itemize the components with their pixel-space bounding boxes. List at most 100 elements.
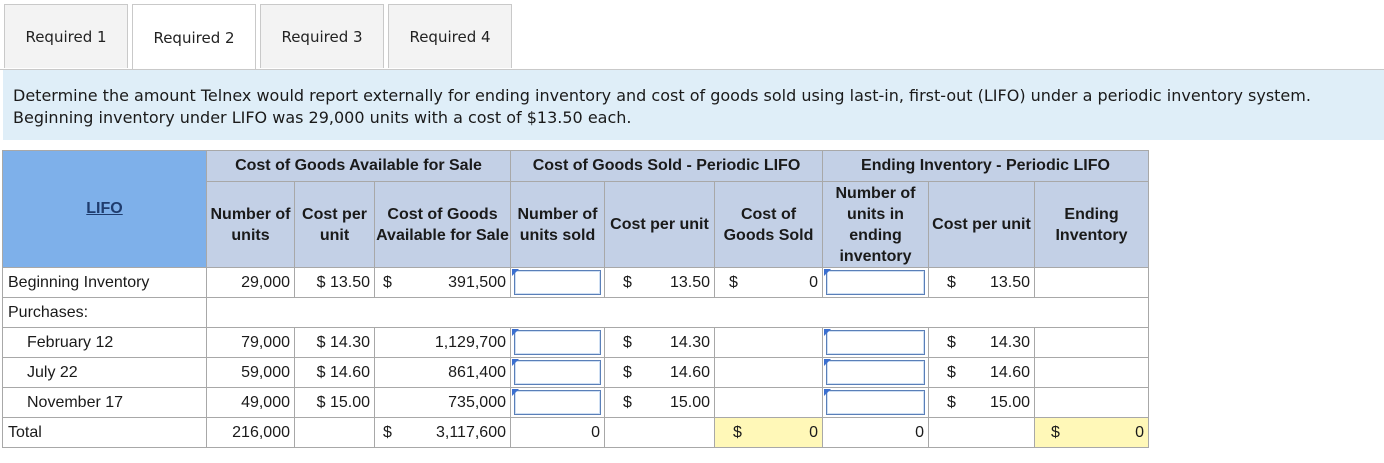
- currency-symbol: $: [947, 393, 956, 411]
- lifo-header: LIFO: [2, 150, 207, 268]
- tab-label: Required 2: [153, 28, 235, 47]
- cost-available-cell: 1,129,700: [374, 327, 511, 358]
- ending-inventory-cell: [1034, 267, 1149, 298]
- cogs-cost-per-unit-value: 14.30: [669, 333, 710, 351]
- col-header-cost-goods-sold: Cost of Goods Sold: [714, 181, 823, 268]
- tab-label: Required 4: [409, 27, 491, 46]
- cost-available-cell: 735,000: [374, 387, 511, 418]
- currency-symbol: $: [947, 273, 956, 291]
- cogs-cost-per-unit-cell: $14.30: [604, 327, 715, 358]
- ei-cost-per-unit-cell: $14.30: [928, 327, 1035, 358]
- cogs-cost-per-unit-cell: $14.60: [604, 357, 715, 388]
- cogs-cost-per-unit-value: 13.50: [669, 273, 710, 291]
- cost-goods-sold-cell: [714, 357, 823, 388]
- units-sold-input[interactable]: [510, 387, 605, 418]
- cost-goods-sold-cell: $0: [714, 267, 823, 298]
- cost-goods-sold-value: 0: [809, 273, 818, 291]
- table-row: Purchases:: [2, 297, 1149, 328]
- ending-inventory-cell: [1034, 357, 1149, 388]
- tab-required-2[interactable]: Required 2: [132, 4, 256, 70]
- col-header-cogs-cost-per-unit: Cost per unit: [604, 181, 715, 268]
- cost-goods-sold-cell: [714, 387, 823, 418]
- total-units-sold-cell: 0: [510, 417, 605, 448]
- cost-per-unit-cell: $ 14.60: [294, 357, 375, 388]
- currency-symbol: $: [947, 363, 956, 381]
- tab-divider: [0, 69, 1384, 70]
- units-sold-input[interactable]: [510, 357, 605, 388]
- col-header-cost-available: Cost of Goods Available for Sale: [374, 181, 511, 268]
- tab-required-3[interactable]: Required 3: [260, 4, 384, 68]
- row-label: February 12: [2, 327, 207, 358]
- cost-per-unit-cell: $ 14.30: [294, 327, 375, 358]
- cost-available-cell: $391,500: [374, 267, 511, 298]
- ending-inventory-cell: [1034, 387, 1149, 418]
- ei-cost-per-unit-value: 14.30: [989, 333, 1030, 351]
- currency-symbol: $: [383, 273, 392, 291]
- cogs-cost-per-unit-cell: $15.00: [604, 387, 715, 418]
- total-cost-available-value: 3,117,600: [436, 423, 506, 441]
- col-header-units-sold: Number of units sold: [510, 181, 605, 268]
- col-header-units-ending: Number of units in ending inventory: [822, 181, 929, 268]
- total-units-ending-cell: 0: [822, 417, 929, 448]
- currency-symbol: $: [733, 423, 742, 441]
- ei-cost-per-unit-value: 14.60: [989, 363, 1030, 381]
- cogs-cost-per-unit-value: 15.00: [669, 393, 710, 411]
- ei-cost-per-unit-cell: $15.00: [928, 387, 1035, 418]
- row-label: July 22: [2, 357, 207, 388]
- units-sold-input[interactable]: [510, 327, 605, 358]
- units-ending-input[interactable]: [822, 327, 929, 358]
- tab-label: Required 1: [25, 27, 107, 46]
- currency-symbol: $: [623, 363, 632, 381]
- table-row: Beginning Inventory 29,000 $ 13.50 $391,…: [2, 267, 1149, 298]
- units-ending-input[interactable]: [822, 267, 929, 298]
- ei-cost-per-unit-cell: $14.60: [928, 357, 1035, 388]
- cogs-cost-per-unit-value: 14.60: [669, 363, 710, 381]
- tab-required-1[interactable]: Required 1: [4, 4, 128, 68]
- currency-symbol: $: [729, 273, 738, 291]
- cost-available-cell: 861,400: [374, 357, 511, 388]
- currency-symbol: $: [623, 333, 632, 351]
- total-cost-available-cell: $3,117,600: [374, 417, 511, 448]
- total-cogs-cost-per-unit-cell: [604, 417, 715, 448]
- tab-label: Required 3: [281, 27, 363, 46]
- currency-symbol: $: [947, 333, 956, 351]
- group-header-cogs: Cost of Goods Sold - Periodic LIFO: [510, 150, 823, 182]
- purchases-spacer: [206, 297, 1149, 328]
- row-label: Beginning Inventory: [2, 267, 207, 298]
- units-cell: 59,000: [206, 357, 295, 388]
- units-ending-input[interactable]: [822, 357, 929, 388]
- total-ending-inventory-cell: $0: [1034, 417, 1149, 448]
- currency-symbol: $: [623, 393, 632, 411]
- ei-cost-per-unit-value: 13.50: [989, 273, 1030, 291]
- table-row: July 22 59,000 $ 14.60 861,400 $14.60 $1…: [2, 357, 1149, 388]
- cost-available-value: 391,500: [448, 273, 506, 291]
- total-ei-cost-per-unit-cell: [928, 417, 1035, 448]
- row-label: Total: [2, 417, 207, 448]
- ei-cost-per-unit-cell: $13.50: [928, 267, 1035, 298]
- group-header-available: Cost of Goods Available for Sale: [206, 150, 511, 182]
- col-header-ending-inventory: Ending Inventory: [1034, 181, 1149, 268]
- units-sold-input[interactable]: [510, 267, 605, 298]
- units-cell: 29,000: [206, 267, 295, 298]
- col-header-ei-cost-per-unit: Cost per unit: [928, 181, 1035, 268]
- col-header-cost-per-unit: Cost per unit: [294, 181, 375, 268]
- units-cell: 49,000: [206, 387, 295, 418]
- total-cost-per-unit-cell: [294, 417, 375, 448]
- lifo-table: LIFO Cost of Goods Available for Sale Co…: [2, 150, 1149, 448]
- table-row-total: Total 216,000 $3,117,600 0 $0 0 $0: [2, 417, 1149, 448]
- currency-symbol: $: [1051, 423, 1060, 441]
- cost-per-unit-cell: $ 15.00: [294, 387, 375, 418]
- ei-cost-per-unit-value: 15.00: [989, 393, 1030, 411]
- total-cost-goods-sold-cell: $0: [714, 417, 823, 448]
- ending-inventory-cell: [1034, 327, 1149, 358]
- table-row: February 12 79,000 $ 14.30 1,129,700 $14…: [2, 327, 1149, 358]
- cost-per-unit-cell: $ 13.50: [294, 267, 375, 298]
- row-label: Purchases:: [2, 297, 207, 328]
- instruction-text: Determine the amount Telnex would report…: [3, 70, 1384, 140]
- row-label: November 17: [2, 387, 207, 418]
- units-ending-input[interactable]: [822, 387, 929, 418]
- currency-symbol: $: [623, 273, 632, 291]
- total-units-cell: 216,000: [206, 417, 295, 448]
- tab-required-4[interactable]: Required 4: [388, 4, 512, 68]
- col-header-units: Number of units: [206, 181, 295, 268]
